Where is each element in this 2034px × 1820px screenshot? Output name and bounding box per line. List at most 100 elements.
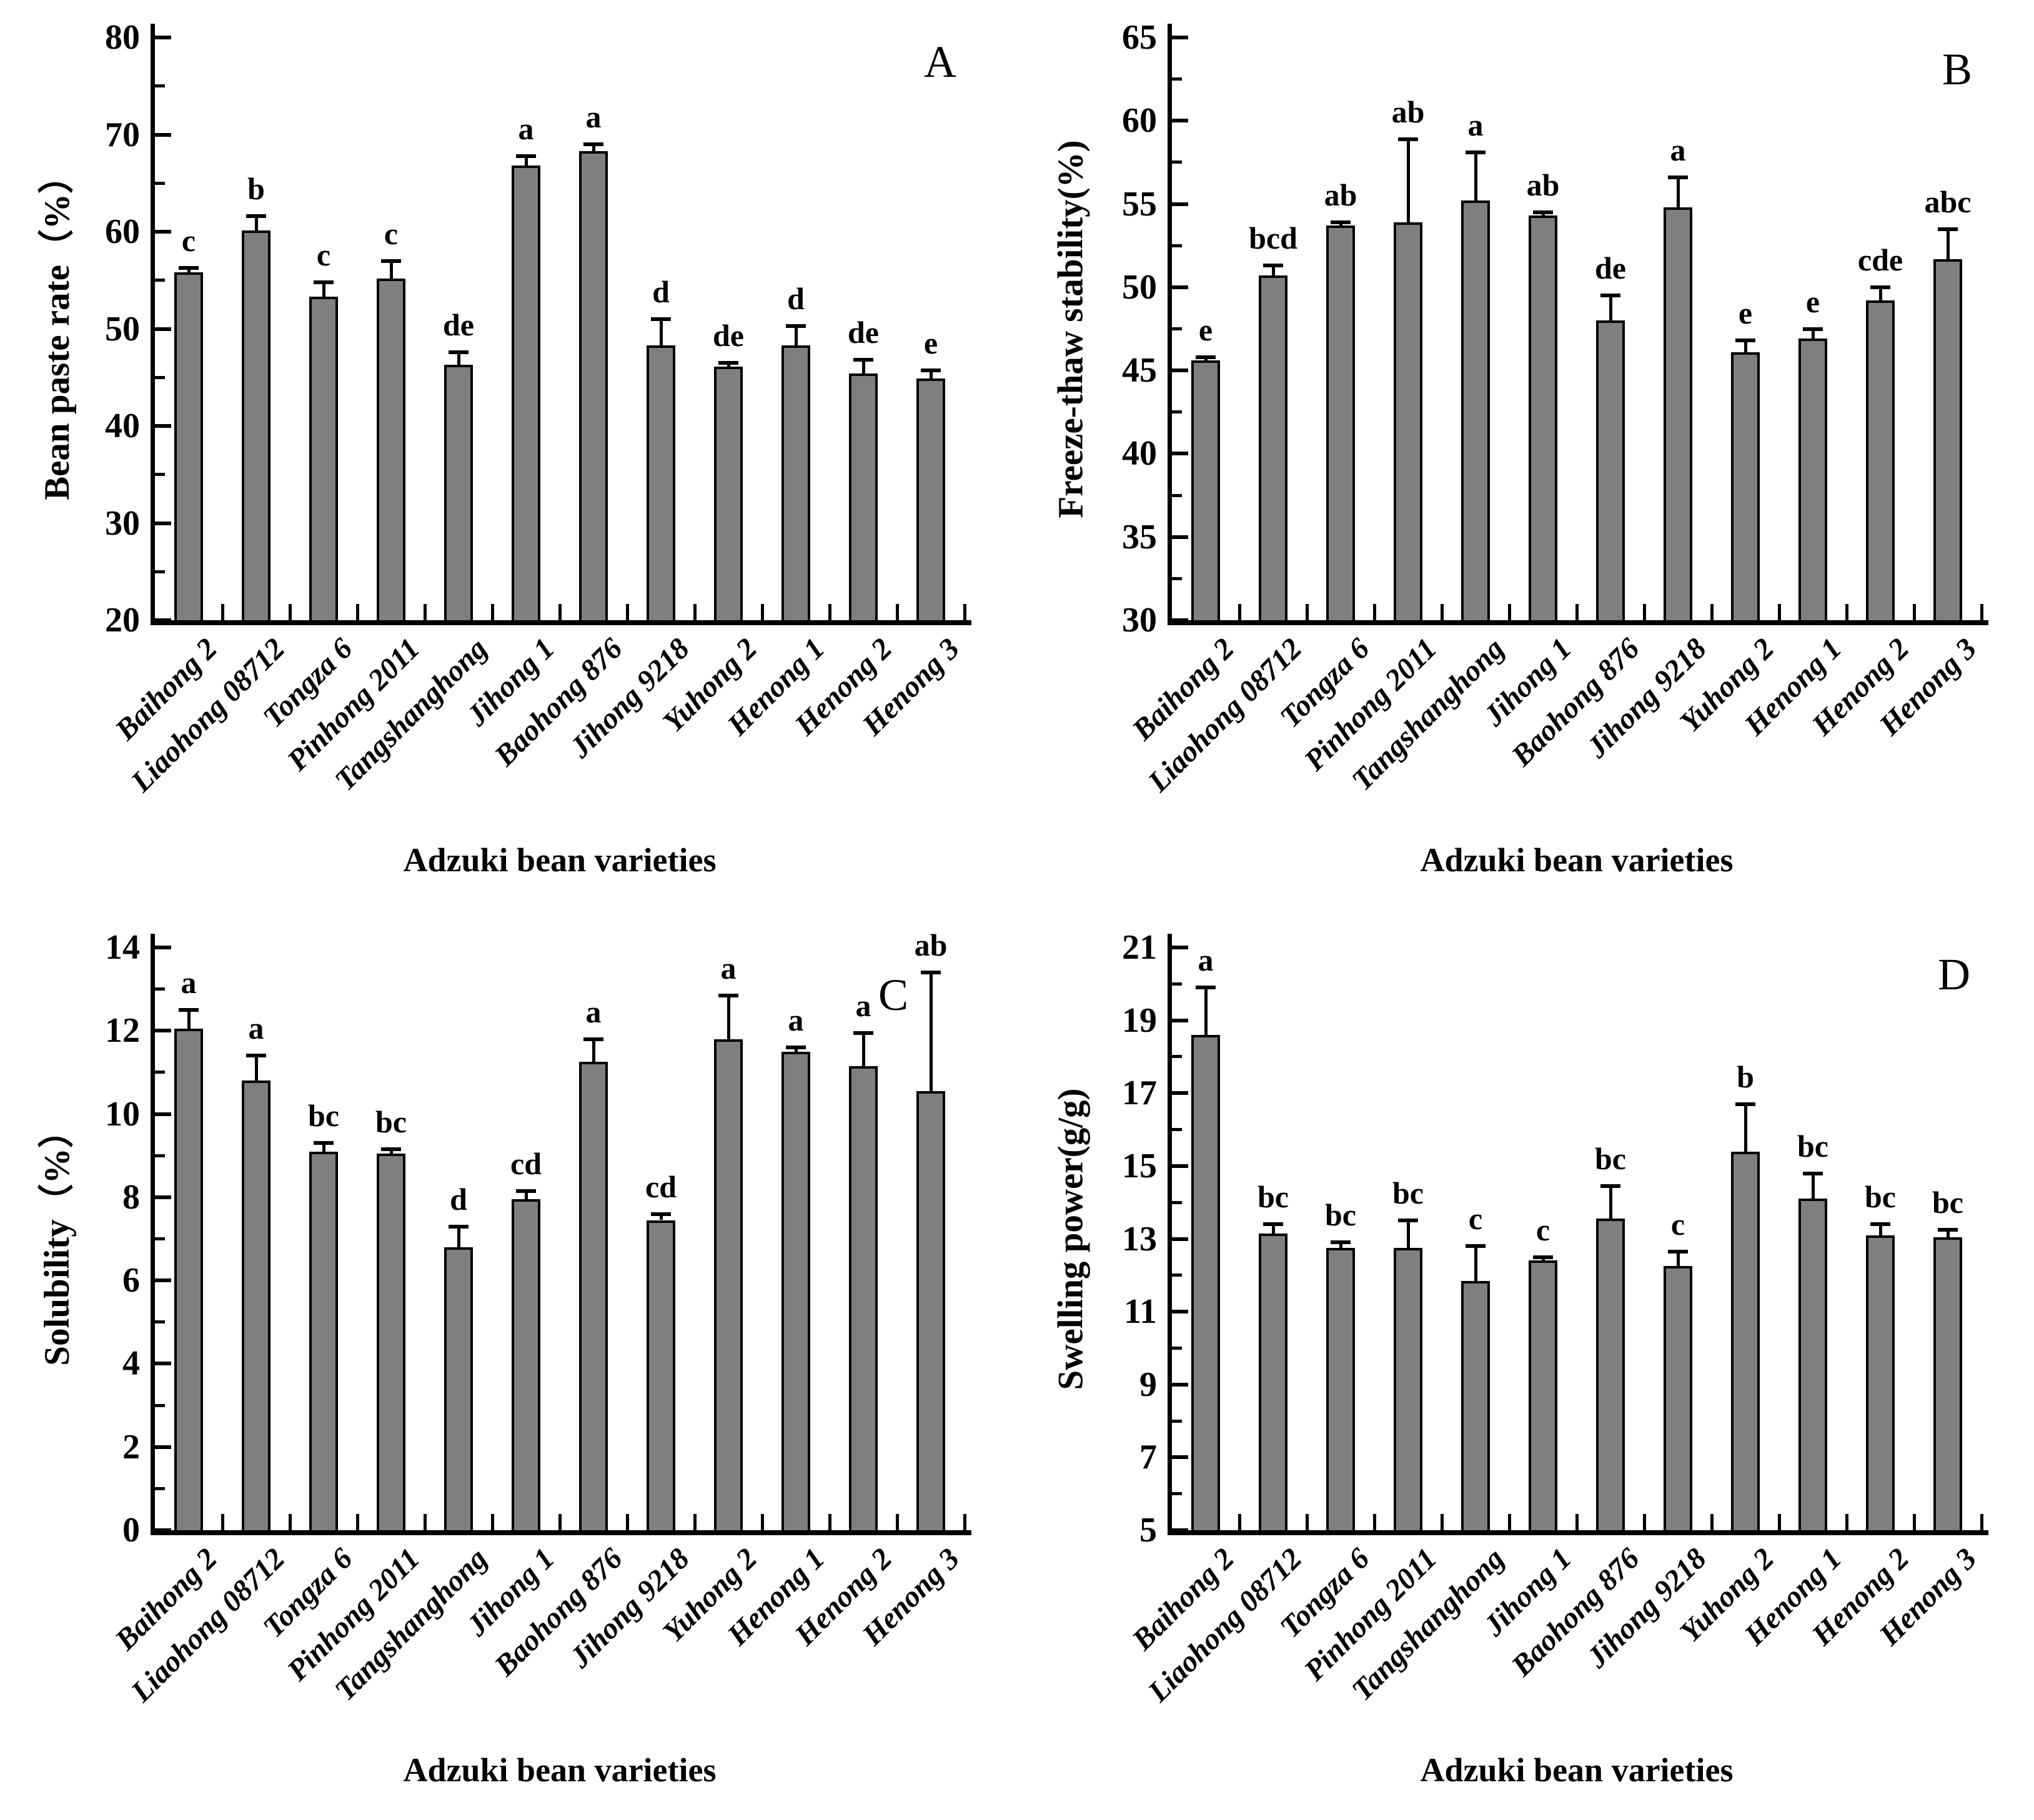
significance-letter: bc [1797, 1128, 1828, 1164]
error-bar-cap [314, 1141, 334, 1145]
error-bar-cap [1938, 1227, 1958, 1232]
x-boundary-tick [760, 604, 764, 620]
error-bar-line [457, 1226, 460, 1247]
significance-letter: bc [1865, 1179, 1896, 1215]
bar [444, 365, 473, 623]
x-boundary-tick [1710, 604, 1714, 620]
significance-letter: c [181, 222, 196, 258]
error-bar-cap [921, 970, 941, 974]
error-bar-line [1676, 177, 1680, 207]
x-boundary-tick [625, 1514, 629, 1530]
bar [1461, 1280, 1490, 1533]
y-minor-tick [1172, 327, 1182, 330]
y-tick-label: 40 [105, 407, 140, 445]
bar [781, 1051, 810, 1533]
significance-letter: bc [1392, 1175, 1424, 1211]
error-bar-line [187, 1009, 191, 1029]
error-bar-line [254, 216, 258, 231]
significance-letter: d [450, 1181, 467, 1217]
y-minor-tick [1172, 1419, 1182, 1423]
significance-letter: ab [1391, 94, 1425, 129]
y-tick-label: 60 [105, 212, 140, 251]
y-major-tick [1172, 1237, 1188, 1241]
y-tick-label: 21 [1122, 928, 1157, 967]
error-bar-cap [1466, 150, 1486, 154]
bar [1798, 339, 1827, 623]
error-bar-line [1474, 1246, 1477, 1281]
y-minor-tick [1172, 410, 1182, 414]
bar [242, 230, 270, 623]
error-bar-line [1744, 1104, 1747, 1152]
y-minor-tick [1172, 77, 1182, 81]
x-axis-line [151, 620, 971, 625]
bar [1731, 352, 1760, 623]
bar [1933, 259, 1962, 623]
bar [579, 151, 608, 623]
bar [1394, 1248, 1422, 1533]
significance-letter: bc [1595, 1140, 1626, 1176]
y-major-tick [155, 1112, 171, 1116]
x-axis-line [1168, 620, 1988, 625]
y-major-tick [1172, 1528, 1188, 1532]
bar [512, 166, 540, 623]
y-tick-label: 19 [1122, 1001, 1157, 1040]
y-tick-label: 40 [1122, 434, 1157, 473]
error-bar-cap [786, 324, 806, 328]
bar [377, 278, 405, 623]
error-bar-line [1946, 1229, 1950, 1237]
y-tick-label: 11 [1124, 1292, 1157, 1332]
error-bar-cap [583, 142, 603, 147]
y-major-tick [1172, 452, 1188, 456]
significance-letter: a [585, 99, 602, 135]
y-major-tick [155, 327, 171, 331]
error-bar-line [861, 1032, 865, 1066]
bar [377, 1153, 405, 1533]
y-tick-label: 80 [105, 18, 140, 57]
error-bar-cap [786, 1045, 806, 1049]
error-bar-line [659, 319, 663, 345]
error-bar-cap [1533, 210, 1553, 214]
error-bar-cap [1196, 355, 1216, 359]
x-boundary-tick [693, 604, 697, 620]
bar [714, 1039, 743, 1533]
x-boundary-tick [1642, 604, 1646, 620]
error-bar-line [389, 1149, 393, 1154]
bar [849, 373, 878, 623]
x-axis-title: Adzuki bean varieties [1420, 841, 1734, 879]
error-bar-line [524, 156, 528, 166]
y-major-tick [1172, 1310, 1188, 1314]
significance-letter: bcd [1249, 220, 1297, 256]
significance-letter: a [855, 987, 871, 1023]
significance-letter: b [247, 171, 265, 207]
bar [1191, 360, 1220, 623]
error-bar-cap [246, 214, 266, 219]
y-major-tick [155, 1528, 171, 1532]
y-axis-title: Solubility（%） [37, 1112, 77, 1366]
panel-letter: A [924, 37, 956, 87]
y-tick-label: 0 [122, 1511, 140, 1550]
bar [916, 378, 945, 623]
x-boundary-tick [1507, 604, 1511, 620]
x-boundary-tick [1372, 604, 1376, 620]
significance-letter: bc [1258, 1179, 1289, 1215]
error-bar-line [592, 144, 595, 151]
error-bar-cap [1196, 986, 1216, 990]
error-bar-cap [1938, 227, 1958, 231]
bar [242, 1081, 270, 1533]
error-bar-line [1744, 340, 1747, 352]
x-boundary-tick [1912, 1514, 1916, 1530]
x-boundary-tick [1642, 1514, 1646, 1530]
bar [1461, 200, 1490, 623]
x-boundary-tick [828, 1514, 831, 1530]
significance-letter: de [1595, 250, 1626, 286]
significance-letter: ab [1526, 167, 1560, 202]
error-bar-cap [1331, 220, 1351, 224]
error-bar-cap [1870, 1222, 1890, 1227]
x-boundary-tick [1845, 604, 1848, 620]
significance-letter: c [1535, 1212, 1550, 1247]
error-bar-line [322, 282, 325, 297]
y-tick-label: 35 [1122, 517, 1157, 556]
significance-letter: b [1737, 1059, 1754, 1094]
y-tick-label: 30 [1122, 601, 1157, 640]
significance-letter: a [788, 1002, 804, 1037]
